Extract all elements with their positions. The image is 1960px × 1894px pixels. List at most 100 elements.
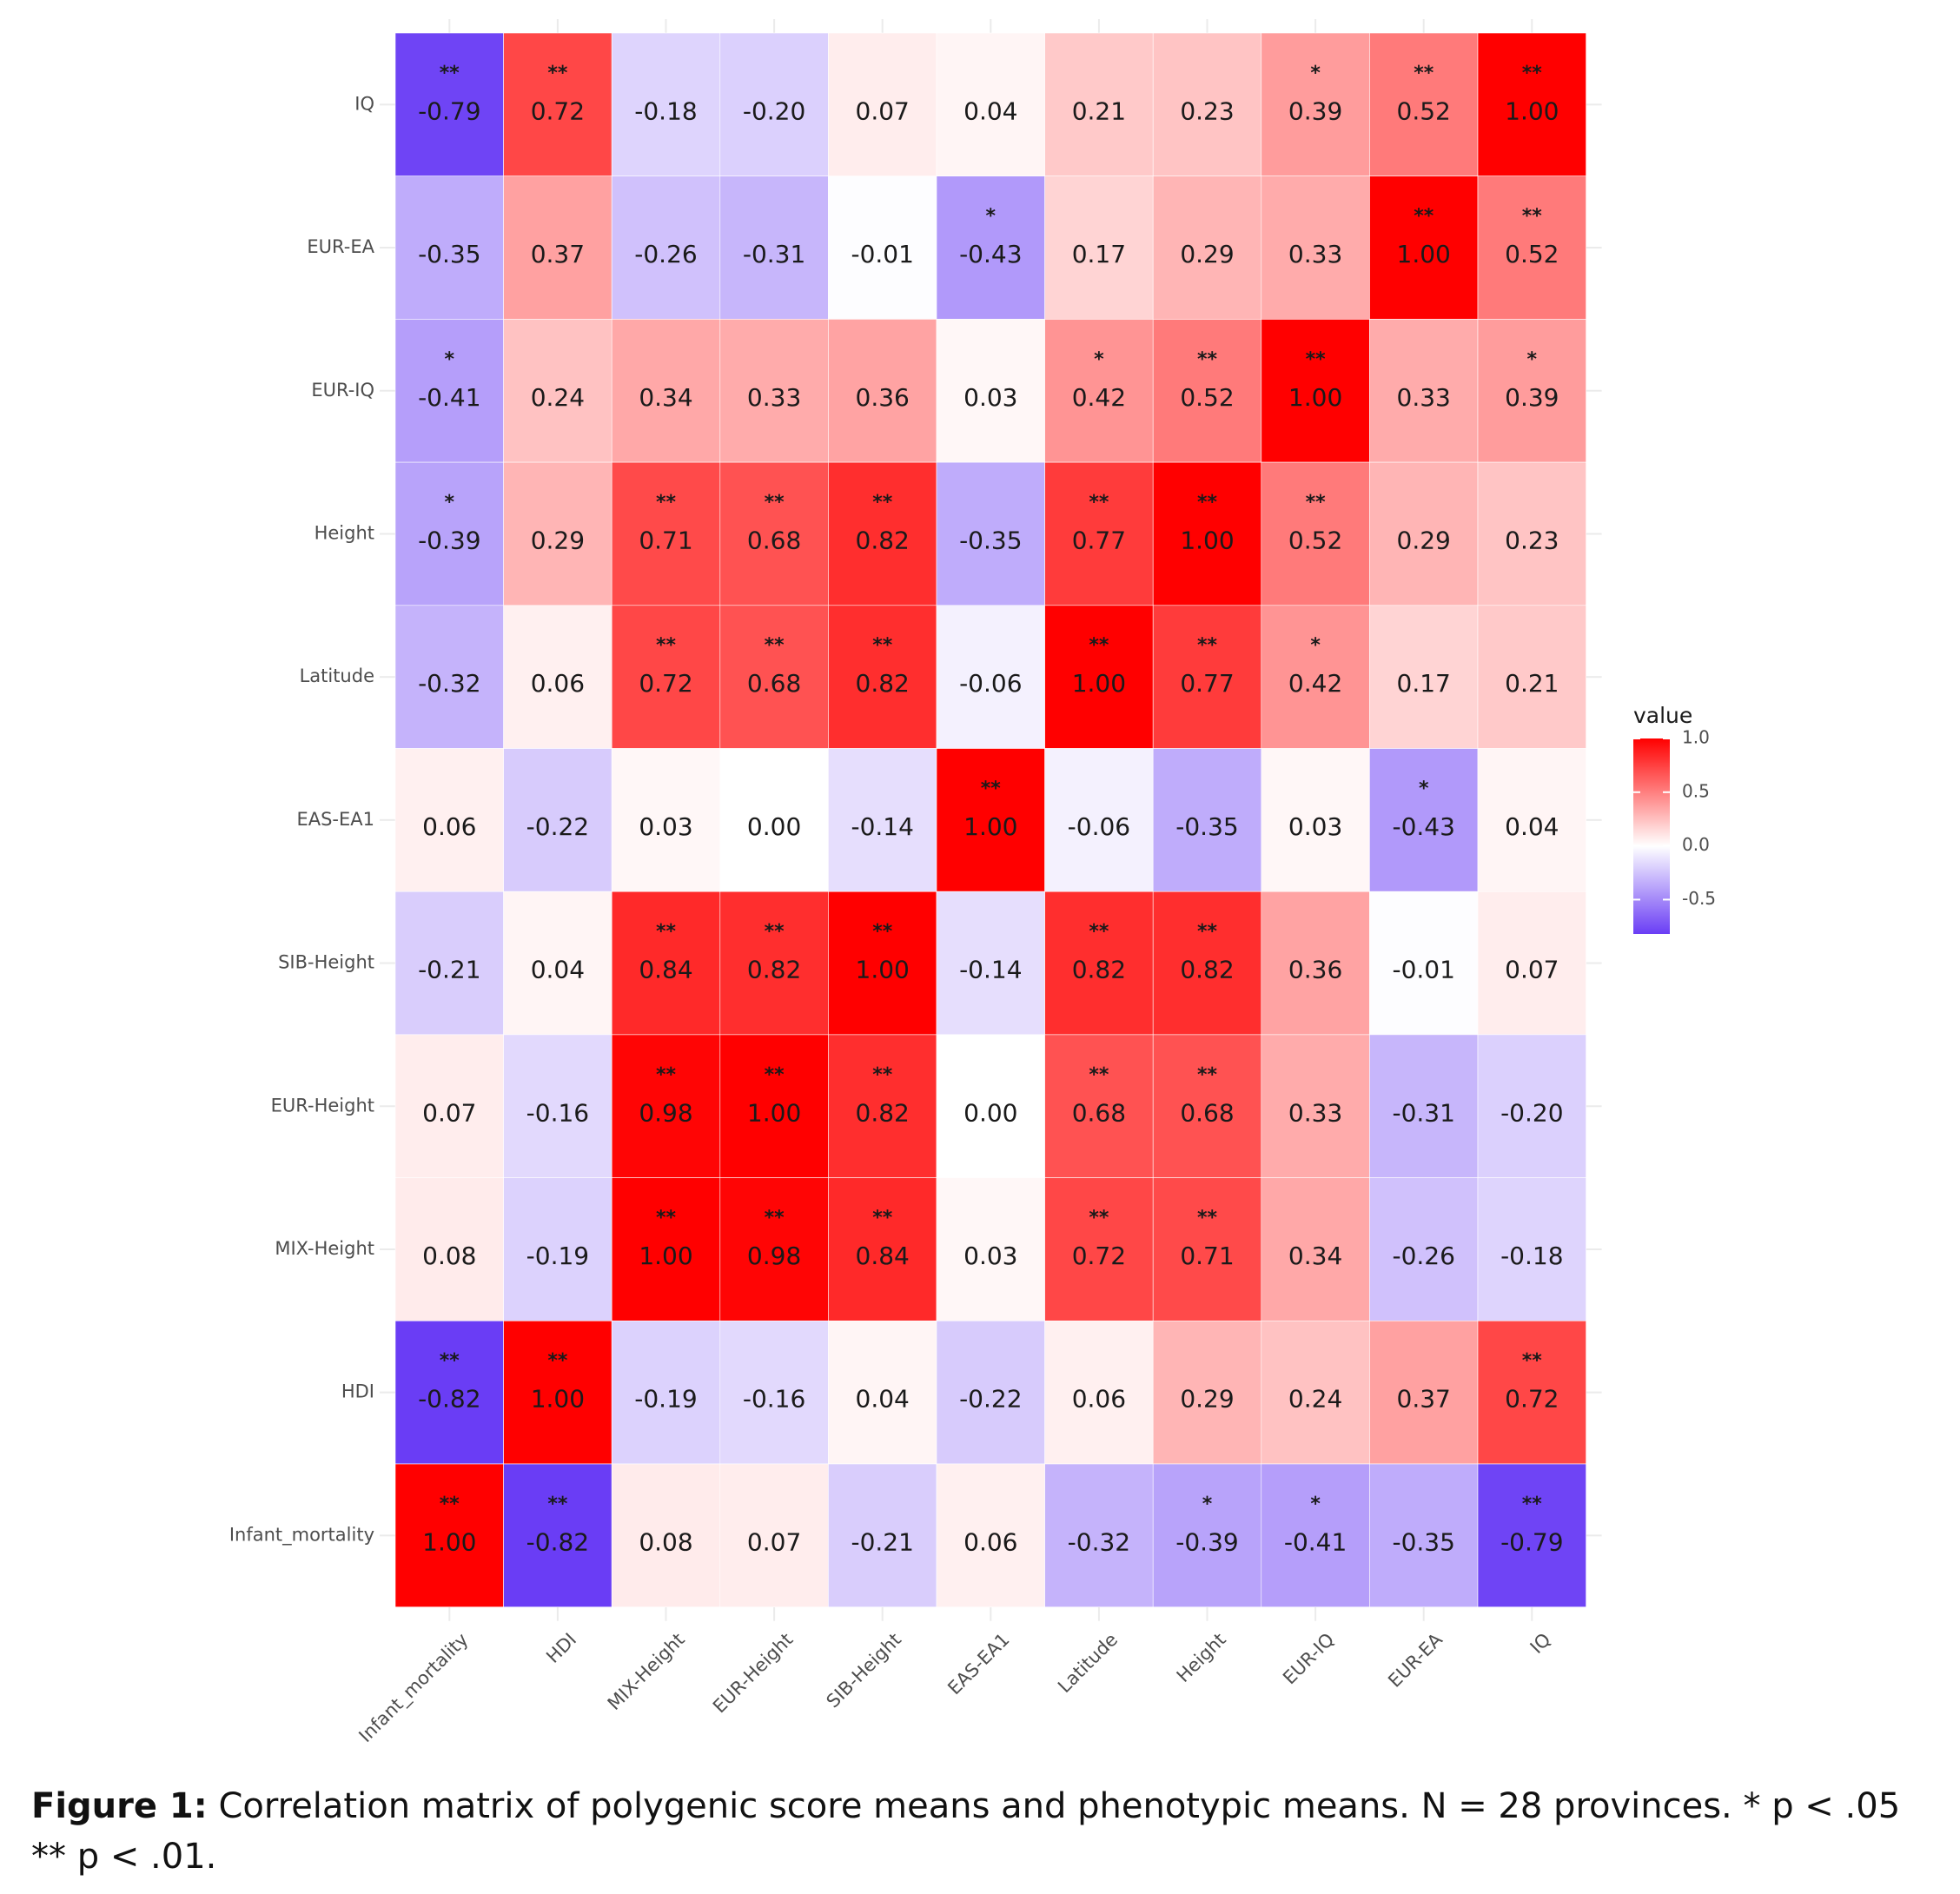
cell-value-label: 0.68 xyxy=(1072,1098,1126,1127)
cell-value-label: 0.82 xyxy=(1072,956,1126,984)
cell-value-label: -0.43 xyxy=(959,240,1022,268)
x-tick-label: HDI xyxy=(542,1629,580,1667)
x-axis-labels: Infant_mortality HDI MIX-Height EUR-Height S… xyxy=(354,1629,1554,1747)
heatmap-cell xyxy=(1261,891,1370,1036)
heatmap-cell xyxy=(936,32,1045,176)
heatmap-cell xyxy=(394,748,504,892)
significance-marker: ** xyxy=(656,1208,677,1229)
heatmap-cell xyxy=(1152,1321,1262,1465)
cell-value-label: 0.04 xyxy=(963,96,1017,125)
cell-value-label: 0.17 xyxy=(1397,669,1451,698)
heatmap-cell xyxy=(1369,461,1479,606)
cell-value-label: 0.07 xyxy=(856,96,910,125)
significance-marker: * xyxy=(1310,1493,1321,1515)
heatmap-cell xyxy=(1261,1463,1370,1607)
x-tick-label: EUR-EA xyxy=(1384,1629,1447,1692)
cell-value-label: 0.04 xyxy=(856,1385,910,1414)
heatmap-cell xyxy=(936,748,1045,892)
cell-value-label: 1.00 xyxy=(963,812,1017,841)
significance-marker: ** xyxy=(1522,1350,1543,1372)
cell-value-label: 0.72 xyxy=(639,669,692,698)
cell-value-label: 0.52 xyxy=(1505,240,1559,268)
heatmap-cell xyxy=(1152,891,1262,1036)
cell-value-label: 1.00 xyxy=(531,1385,585,1414)
cell-value-label: -0.79 xyxy=(1500,1527,1563,1556)
cell-value-label: -0.32 xyxy=(1068,1527,1130,1556)
heatmap-cell xyxy=(1152,1034,1262,1178)
cell-value-label: 0.04 xyxy=(531,956,585,984)
cell-value-label: 0.37 xyxy=(531,240,585,268)
heatmap-cell xyxy=(394,1321,504,1465)
y-tick-label: Latitude xyxy=(300,666,374,686)
cell-value-label: 0.39 xyxy=(1505,383,1559,412)
cell-value-label: 0.42 xyxy=(1072,383,1126,412)
heatmap-cell xyxy=(503,891,612,1036)
cell-value-label: 1.00 xyxy=(1072,669,1126,698)
cell-value-label: 1.00 xyxy=(639,1242,692,1270)
heatmap-cell xyxy=(611,1463,721,1607)
cell-value-label: -0.16 xyxy=(743,1385,805,1414)
heatmap-cell xyxy=(1477,1321,1586,1465)
heatmap-cell xyxy=(394,891,504,1036)
cell-value-label: 0.06 xyxy=(1072,1385,1126,1414)
cell-value-label: 0.29 xyxy=(531,526,585,555)
heatmap-cell xyxy=(1369,748,1479,892)
heatmap-cell xyxy=(394,319,504,463)
cell-value-label: -0.39 xyxy=(1175,1527,1238,1556)
significance-marker: ** xyxy=(765,492,785,513)
heatmap-cell xyxy=(719,748,829,892)
cell-value-label: 0.36 xyxy=(856,383,910,412)
cell-value-label: 0.77 xyxy=(1072,526,1126,555)
significance-marker: * xyxy=(445,492,455,513)
significance-marker: ** xyxy=(1197,635,1218,657)
significance-marker: ** xyxy=(765,1064,785,1086)
cell-value-label: -0.20 xyxy=(1500,1098,1563,1127)
significance-marker: ** xyxy=(765,635,785,657)
significance-marker: ** xyxy=(1414,206,1434,228)
heatmap-cell xyxy=(1152,175,1262,320)
cell-value-label: 0.03 xyxy=(639,812,692,841)
cell-value-label: 0.08 xyxy=(639,1527,692,1556)
heatmap-cell xyxy=(1477,748,1586,892)
heatmap-cell xyxy=(1152,1463,1262,1607)
heatmap-cell xyxy=(828,175,937,320)
cell-value-label: 0.72 xyxy=(1072,1242,1126,1270)
cell-value-label: -0.35 xyxy=(1175,812,1238,841)
heatmap-cell xyxy=(936,461,1045,606)
heatmap-cell xyxy=(936,1034,1045,1178)
cell-value-label: 0.34 xyxy=(1288,1242,1342,1270)
cell-value-label: 0.03 xyxy=(963,383,1017,412)
heatmap-cell xyxy=(1152,748,1262,892)
cell-value-label: -0.35 xyxy=(959,526,1022,555)
cell-value-label: -0.79 xyxy=(418,96,480,125)
heatmap-cell xyxy=(1261,461,1370,606)
heatmap-cell xyxy=(611,319,721,463)
cell-value-label: 0.07 xyxy=(422,1098,476,1127)
heatmap-cell xyxy=(1369,1321,1479,1465)
heatmap-cell xyxy=(719,32,829,176)
cell-value-label: -0.32 xyxy=(418,669,480,698)
significance-marker: ** xyxy=(440,1350,460,1372)
cell-value-label: 0.52 xyxy=(1397,96,1451,125)
heatmap-cell xyxy=(1477,891,1586,1036)
heatmap-cell xyxy=(828,1321,937,1465)
significance-marker: ** xyxy=(1197,492,1218,513)
cell-value-label: 0.33 xyxy=(1288,1098,1342,1127)
heatmap-cell xyxy=(936,319,1045,463)
heatmap-cell xyxy=(1477,319,1586,463)
heatmap-cell xyxy=(936,1463,1045,1607)
significance-marker: ** xyxy=(872,1208,893,1229)
cell-value-label: 0.00 xyxy=(963,1098,1017,1127)
cell-value-label: 0.68 xyxy=(747,526,801,555)
significance-marker: ** xyxy=(656,492,677,513)
cell-value-label: -0.06 xyxy=(1068,812,1130,841)
cell-value-label: 0.82 xyxy=(1180,956,1234,984)
heatmap-cell xyxy=(1261,1034,1370,1178)
cell-value-label: 0.24 xyxy=(531,383,585,412)
cell-value-label: -0.16 xyxy=(526,1098,589,1127)
cell-value-label: 0.71 xyxy=(1180,1242,1234,1270)
cell-value-label: 0.07 xyxy=(1505,956,1559,984)
heatmap-cell xyxy=(1261,1177,1370,1321)
cell-value-label: 0.36 xyxy=(1288,956,1342,984)
y-tick-label: IQ xyxy=(354,93,374,114)
